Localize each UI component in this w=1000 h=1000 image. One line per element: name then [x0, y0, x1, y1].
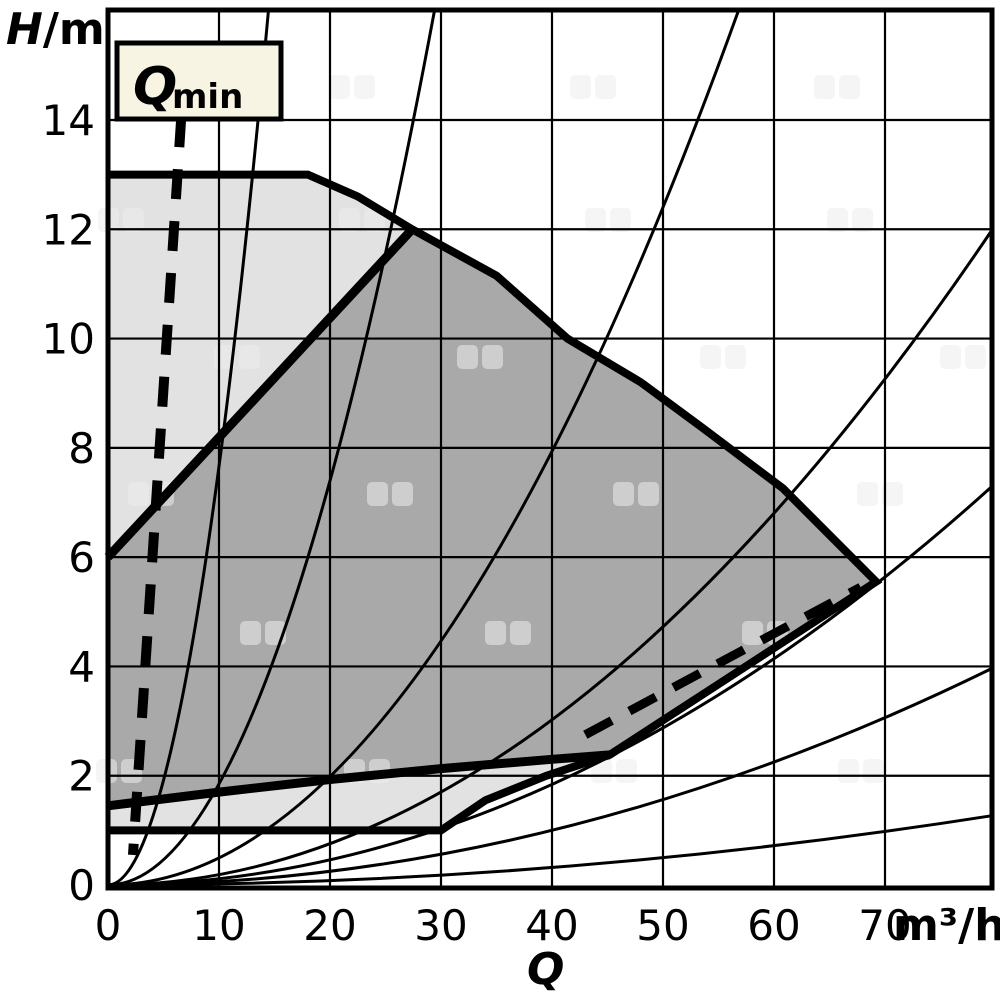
x-axis-quantity-label: Q — [527, 944, 564, 995]
watermark-mark — [863, 759, 884, 783]
qmin-limit-line — [127, 116, 187, 856]
system-curve — [107, 667, 993, 887]
watermark-mark — [482, 345, 503, 369]
plot-border — [105, 7, 995, 891]
watermark-mark — [638, 482, 659, 506]
y-tick-label: 2 — [68, 752, 95, 801]
watermark-mark — [585, 208, 606, 232]
watermark-mark — [392, 482, 413, 506]
watermark-mark — [742, 621, 763, 645]
y-tick-label: 14 — [42, 96, 95, 145]
watermark-mark — [616, 759, 637, 783]
watermark-mark — [827, 208, 848, 232]
watermark-mark — [725, 345, 746, 369]
watermarks — [96, 75, 986, 783]
system-curve — [107, 9, 741, 887]
watermark-mark — [485, 621, 506, 645]
watermark-mark — [814, 75, 835, 99]
watermark-mark — [852, 208, 873, 232]
y-tick-label: 6 — [68, 533, 95, 582]
watermark-mark — [123, 208, 144, 232]
watermark-mark — [570, 75, 591, 99]
y-tick-label: 12 — [42, 205, 95, 254]
watermark-mark — [128, 482, 149, 506]
watermark-mark — [239, 345, 260, 369]
x-tick-label: 70 — [858, 901, 911, 950]
system-curve — [107, 9, 270, 887]
watermark-mark — [354, 75, 375, 99]
qmin-limit-line-diagonal — [583, 583, 863, 739]
system-curve — [107, 814, 993, 887]
watermark-mark — [882, 482, 903, 506]
watermark-mark — [839, 75, 860, 99]
watermark-mark — [940, 345, 961, 369]
watermark-mark — [965, 345, 986, 369]
watermark-mark — [838, 759, 859, 783]
watermark-mark — [857, 482, 878, 506]
x-tick-label: 30 — [414, 901, 467, 950]
watermark-mark — [595, 75, 616, 99]
qmin-callout-text: Qmin — [133, 57, 243, 117]
preferred-operating-range-fill — [108, 229, 877, 806]
full-range-outline — [108, 170, 883, 835]
watermark-mark — [339, 208, 360, 232]
watermark-mark — [613, 482, 634, 506]
y-tick-label: 4 — [68, 642, 95, 691]
qmin-callout-box: Qmin — [114, 40, 284, 122]
watermark-mark — [457, 345, 478, 369]
system-curve — [107, 229, 994, 887]
watermark-mark — [367, 482, 388, 506]
preferred-range-bottom-outline — [107, 750, 611, 811]
x-tick-label: 50 — [636, 901, 689, 950]
x-tick-label: 60 — [747, 901, 800, 950]
x-axis-unit-label: m³/h — [893, 900, 1000, 951]
y-tick-label: 10 — [42, 315, 95, 364]
y-axis-unit-label: H/m — [6, 4, 105, 55]
y-tick-label: 8 — [68, 424, 95, 473]
watermark-mark — [329, 75, 350, 99]
y-tick-label: 0 — [68, 861, 95, 910]
watermark-mark — [240, 621, 261, 645]
axis-tick-labels: 0 2 4 6 8 10 12 14 0 10 20 30 40 50 60 70 — [42, 96, 912, 950]
system-curve — [107, 9, 437, 887]
plot-border-rect — [105, 7, 995, 891]
x-tick-label: 20 — [303, 901, 356, 950]
qmin-dashed-lines — [127, 116, 863, 856]
watermark-mark — [510, 621, 531, 645]
x-tick-label: 10 — [192, 901, 245, 950]
watermark-mark — [610, 208, 631, 232]
x-tick-label: 0 — [95, 901, 122, 950]
watermark-mark — [700, 345, 721, 369]
x-tick-label: 40 — [525, 901, 578, 950]
